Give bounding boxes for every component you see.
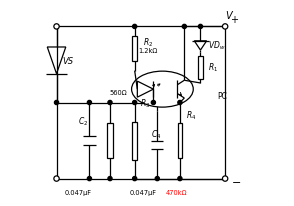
Bar [107, 124, 113, 158]
Circle shape [87, 101, 91, 105]
Text: 0.047μF: 0.047μF [65, 189, 92, 195]
Circle shape [54, 176, 59, 181]
Bar [198, 57, 203, 79]
Circle shape [108, 101, 112, 105]
Text: 560Ω: 560Ω [109, 90, 127, 96]
Text: VS: VS [62, 57, 74, 66]
Circle shape [54, 25, 59, 30]
Text: $C_2$: $C_2$ [78, 115, 88, 128]
Circle shape [133, 25, 137, 29]
Circle shape [223, 25, 228, 30]
Circle shape [155, 177, 159, 181]
Text: PC: PC [217, 91, 227, 100]
Text: V: V [225, 11, 232, 21]
Circle shape [54, 101, 59, 105]
Circle shape [133, 177, 137, 181]
Circle shape [178, 177, 182, 181]
Text: $C_4$: $C_4$ [151, 128, 161, 140]
Text: −: − [232, 177, 241, 187]
Circle shape [151, 101, 156, 105]
Text: $R_1$: $R_1$ [208, 61, 218, 73]
Text: $R_4$: $R_4$ [186, 109, 196, 122]
Text: $VD_w$: $VD_w$ [208, 40, 225, 52]
Circle shape [133, 101, 137, 105]
Text: $R_3$: $R_3$ [141, 97, 151, 109]
Text: $R_2$: $R_2$ [143, 36, 153, 49]
Ellipse shape [132, 72, 193, 108]
Circle shape [178, 101, 182, 105]
Bar [132, 36, 137, 62]
Circle shape [108, 177, 112, 181]
Circle shape [87, 177, 91, 181]
Text: 1.2kΩ: 1.2kΩ [139, 48, 158, 54]
Bar [132, 122, 137, 160]
Text: 0.047μF: 0.047μF [129, 189, 156, 195]
Circle shape [223, 176, 228, 181]
Text: +: + [230, 15, 238, 25]
Text: 470kΩ: 470kΩ [166, 189, 188, 195]
Circle shape [198, 25, 203, 29]
Bar [178, 124, 182, 158]
Circle shape [182, 25, 186, 29]
